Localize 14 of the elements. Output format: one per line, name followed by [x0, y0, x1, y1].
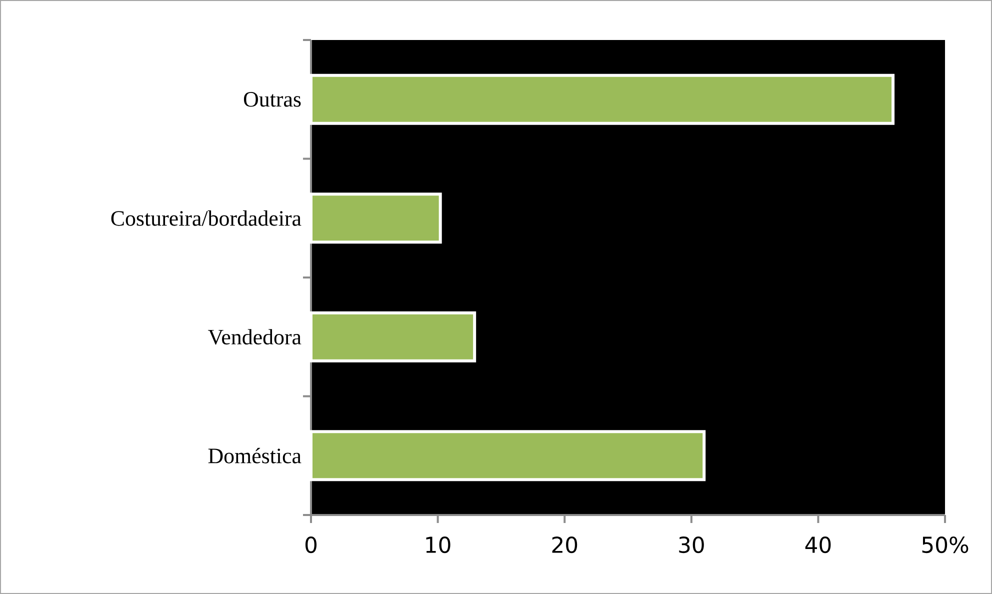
bar [310, 74, 895, 125]
bar [310, 311, 476, 362]
y-tick-label: Costureira/bordadeira [111, 210, 302, 226]
x-tick-label: 20 [552, 536, 578, 554]
x-tick-label: 10 [426, 536, 450, 554]
bar [310, 430, 706, 482]
x-tick-label: 40 [805, 536, 831, 554]
y-tick-label: Vendedora [208, 329, 302, 345]
y-tick-label: Outras [244, 92, 301, 107]
bar [310, 192, 442, 244]
y-tick-label: Doméstica [208, 448, 302, 464]
x-tick-label: 30 [679, 536, 704, 554]
x-tick-label: 0 [305, 536, 317, 554]
x-tick-label: 50% [922, 536, 968, 554]
